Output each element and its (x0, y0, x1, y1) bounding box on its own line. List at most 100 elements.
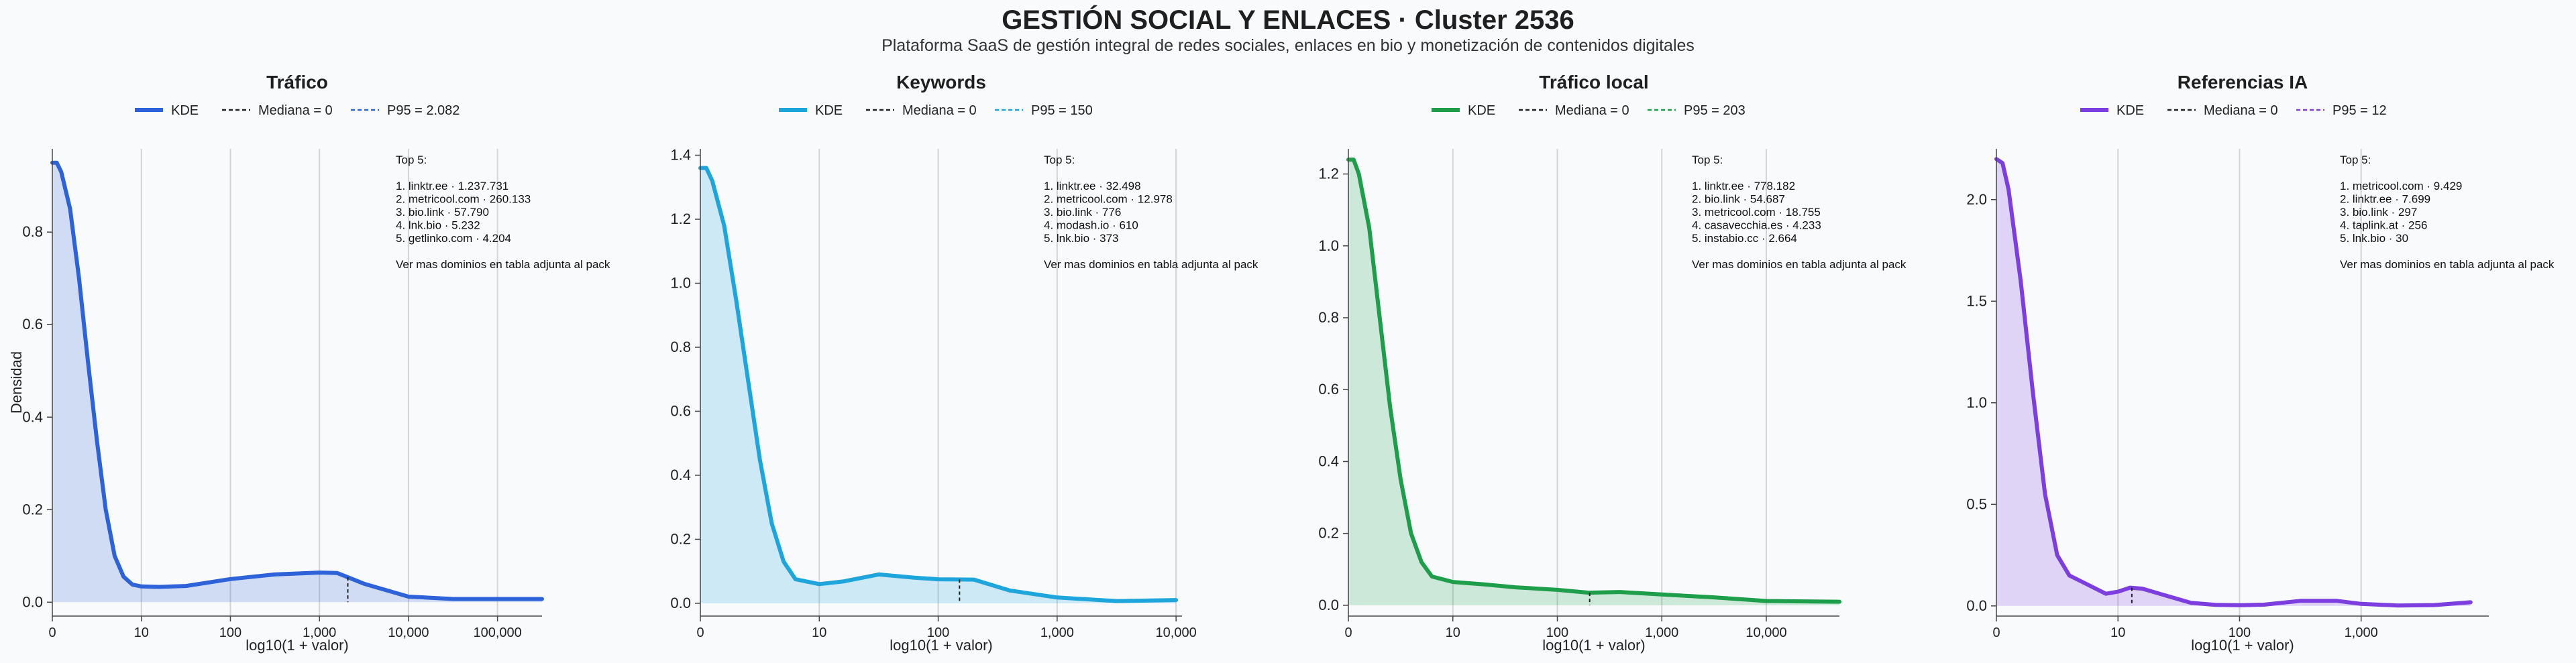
chart2-y-tick-label: 0.2 (670, 530, 691, 547)
chart3-x-tick-label: 10,000 (1746, 625, 1786, 640)
chart2-x-axis-label: log10(1 + valor) (890, 637, 992, 654)
chart4-y-tick-label: 1.0 (1966, 394, 1987, 411)
chart4-kde-line (1994, 157, 2473, 608)
chart3-legend-kde-label: KDE (1468, 103, 1495, 118)
chart3-x-tick-label: 10 (1446, 625, 1460, 640)
chart1-title: Tráfico (266, 72, 328, 93)
chart2-y-tick-label: 0.6 (670, 402, 691, 419)
chart4-title: Referencias IA (2178, 72, 2308, 93)
chart2-top5-line: Ver mas dominios en tabla adjunta al pac… (1044, 258, 1258, 271)
chart1-density-area (52, 162, 542, 603)
chart3-kde-line (1346, 158, 1841, 604)
chart3-x-tick-label: 0 (1344, 625, 1352, 640)
chart1-y-tick-label: 0.2 (22, 501, 43, 518)
chart4-legend-median-label: Mediana = 0 (2204, 103, 2278, 118)
chart3-y-tick-label: 1.0 (1318, 237, 1339, 254)
chart3-legend-median-label: Mediana = 0 (1555, 103, 1629, 118)
chart1-top5-line: 3. bio.link · 57.790 (396, 206, 489, 219)
chart3-density-area (1348, 160, 1839, 605)
chart4-top5-line: 4. taplink.at · 256 (2340, 219, 2427, 232)
chart4-top5-line: Top 5: (2340, 154, 2371, 166)
chart3-top5-line: 2. bio.link · 54.687 (1692, 193, 1785, 206)
chart1-top5-line: Ver mas dominios en tabla adjunta al pac… (396, 258, 610, 271)
chart3-top5-line: 3. metricool.com · 18.755 (1692, 206, 1821, 219)
chart2-legend-median-label: Mediana = 0 (902, 103, 977, 118)
chart3-y-tick-label: 0.8 (1318, 309, 1339, 326)
chart4-top5-line: 1. metricool.com · 9.429 (2340, 180, 2462, 192)
chart4-top5-line: 3. bio.link · 297 (2340, 206, 2417, 219)
chart2-top5-line: 1. linktr.ee · 32.498 (1044, 180, 1141, 192)
chart2-legend-kde-label: KDE (815, 103, 843, 118)
chart2-y-tick-label: 1.0 (670, 275, 691, 292)
chart2-y-tick-label: 1.4 (670, 147, 691, 164)
chart1-legend-p95-label: P95 = 2.082 (387, 103, 460, 118)
chart3-y-tick-label: 1.2 (1318, 166, 1339, 182)
chart4-y-tick-label: 0.5 (1966, 495, 1987, 512)
chart3-y-tick-label: 0.2 (1318, 525, 1339, 542)
chart2-y-tick-label: 0.8 (670, 339, 691, 355)
chart1-y-tick-label: 0.6 (22, 316, 43, 333)
chart3-top5-line: Ver mas dominios en tabla adjunta al pac… (1692, 258, 1907, 271)
page-subtitle: Plataforma SaaS de gestión integral de r… (881, 36, 1695, 55)
chart1-x-tick-label: 100,000 (473, 625, 521, 640)
chart2-y-tick-label: 0.0 (670, 595, 691, 611)
chart3-y-tick-label: 0.4 (1318, 453, 1339, 469)
chart2-top5-line: 4. modash.io · 610 (1044, 219, 1138, 232)
chart1-kde-line (50, 160, 544, 601)
chart1-x-tick-label: 10 (134, 625, 149, 640)
chart1-top5-line: 4. lnk.bio · 5.232 (396, 219, 480, 232)
chart1-top5-line: 1. linktr.ee · 1.237.731 (396, 180, 508, 192)
chart3-top5-line: 5. instabio.cc · 2.664 (1692, 232, 1797, 245)
chart4-x-tick-label: 1,000 (2345, 625, 2378, 640)
chart2-top5-line: 5. lnk.bio · 373 (1044, 232, 1119, 245)
chart2-top5-line: 3. bio.link · 776 (1044, 206, 1121, 219)
chart2-x-tick-label: 100 (927, 625, 949, 640)
chart4-y-tick-label: 2.0 (1966, 191, 1987, 208)
chart4-x-axis-label: log10(1 + valor) (2191, 637, 2294, 654)
chart2-legend-p95-label: P95 = 150 (1031, 103, 1093, 118)
chart2-title: Keywords (896, 72, 986, 93)
chart3-y-tick-label: 0.6 (1318, 381, 1339, 398)
chart2-density-area (700, 168, 1177, 603)
chart2-y-tick-label: 1.2 (670, 210, 691, 227)
chart4-top5-line: 2. linktr.ee · 7.699 (2340, 193, 2430, 206)
chart1-y-tick-label: 0.0 (22, 593, 43, 610)
chart4-x-tick-label: 100 (2229, 625, 2251, 640)
chart1-legend-kde-label: KDE (171, 103, 199, 118)
chart3-legend-p95-label: P95 = 203 (1684, 103, 1746, 118)
chart1-y-tick-label: 0.4 (22, 408, 43, 425)
chart1-top5-line: 5. getlinko.com · 4.204 (396, 232, 511, 245)
chart3-top5-line: 1. linktr.ee · 778.182 (1692, 180, 1795, 192)
chart4-y-tick-label: 1.5 (1966, 292, 1987, 309)
chart3-top5-line: 4. casavecchia.es · 4.233 (1692, 219, 1821, 232)
chart1-x-tick-label: 10,000 (388, 625, 429, 640)
chart4-top5-line: Ver mas dominios en tabla adjunta al pac… (2340, 258, 2555, 271)
chart3-x-tick-label: 1,000 (1645, 625, 1678, 640)
chart1-top5-line: 2. metricool.com · 260.133 (396, 193, 531, 206)
chart1-y-tick-label: 0.8 (22, 223, 43, 240)
chart2-x-tick-label: 0 (696, 625, 704, 640)
chart2-top5-line: 2. metricool.com · 12.978 (1044, 193, 1173, 206)
chart4-top5-line: 5. lnk.bio · 30 (2340, 232, 2408, 245)
chart1-x-axis-label: log10(1 + valor) (246, 637, 348, 654)
chart1-x-tick-label: 1,000 (303, 625, 336, 640)
chart2-y-tick-label: 0.4 (670, 467, 691, 483)
chart2-x-tick-label: 10,000 (1156, 625, 1197, 640)
chart4-x-tick-label: 0 (1992, 625, 2000, 640)
chart2-x-tick-label: 1,000 (1040, 625, 1074, 640)
chart4-density-area (1996, 159, 2471, 606)
chart4-y-tick-label: 0.0 (1966, 597, 1987, 614)
chart2-x-tick-label: 10 (812, 625, 826, 640)
chart4-legend-p95-label: P95 = 12 (2332, 103, 2387, 118)
chart3-x-tick-label: 100 (1546, 625, 1568, 640)
chart3-x-axis-label: log10(1 + valor) (1542, 637, 1645, 654)
chart2-top5-line: Top 5: (1044, 154, 1075, 166)
chart1-x-tick-label: 100 (219, 625, 241, 640)
chart4-x-tick-label: 10 (2110, 625, 2125, 640)
chart1-legend-median-label: Mediana = 0 (258, 103, 333, 118)
chart4-legend-kde-label: KDE (2116, 103, 2144, 118)
chart1-top5-line: Top 5: (396, 154, 427, 166)
chart3-title: Tráfico local (1539, 72, 1648, 93)
chart1-x-tick-label: 0 (48, 625, 56, 640)
